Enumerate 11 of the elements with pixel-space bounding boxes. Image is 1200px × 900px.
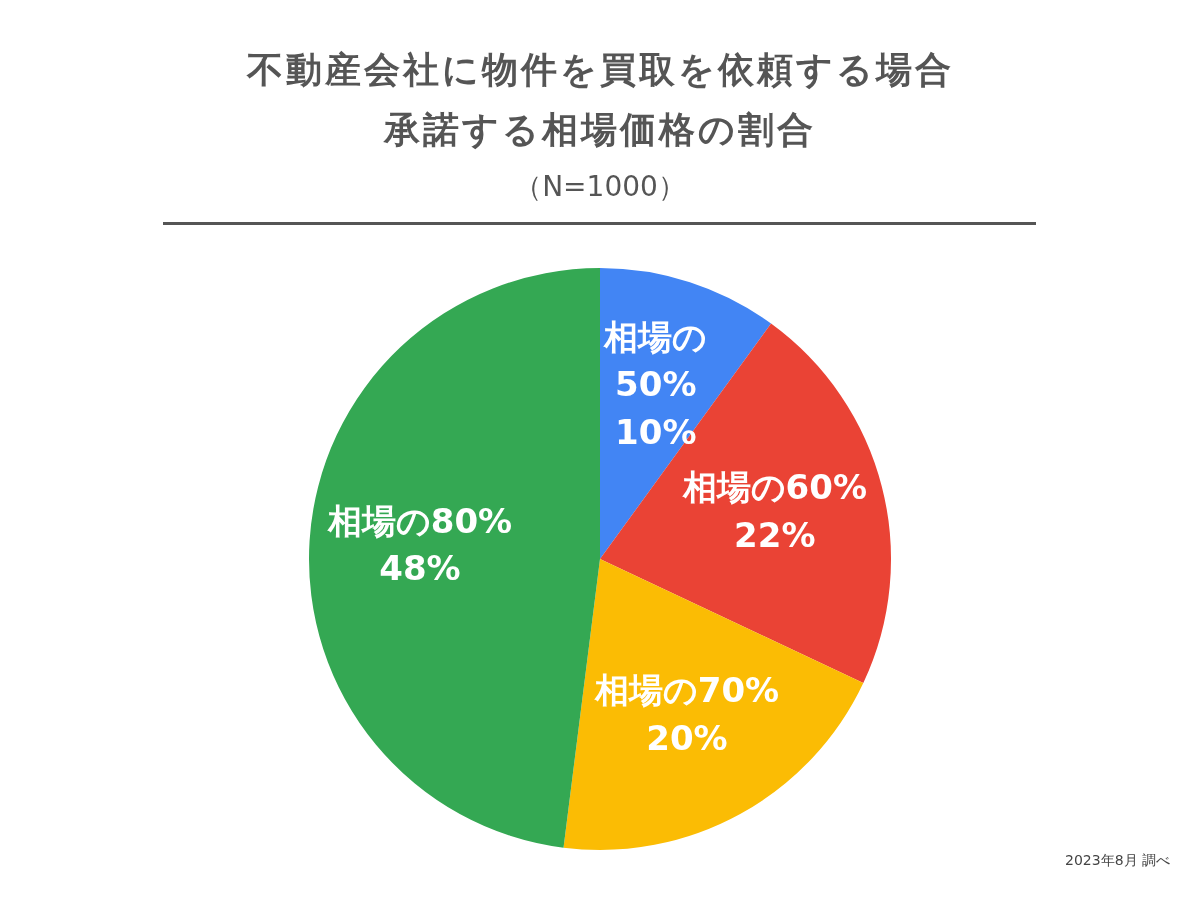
slice-label: 相場の60% <box>681 467 867 508</box>
chart-subtitle: （N=1000） <box>513 169 687 205</box>
text: 2023年8月 調べ <box>1065 852 1170 870</box>
chart-title: 不動産会社に物件を買取を依頼する場合承諾する相場価格の割合 <box>245 48 955 152</box>
data-label: 22% <box>734 514 816 555</box>
data-label: 48% <box>379 548 461 589</box>
data-label: 20% <box>646 717 728 758</box>
slice-label: 相場の50% <box>603 316 708 405</box>
slice-label: 相場の80% <box>326 500 513 541</box>
slice-label: 相場の70% <box>593 670 780 711</box>
data-label: 10% <box>615 411 697 452</box>
